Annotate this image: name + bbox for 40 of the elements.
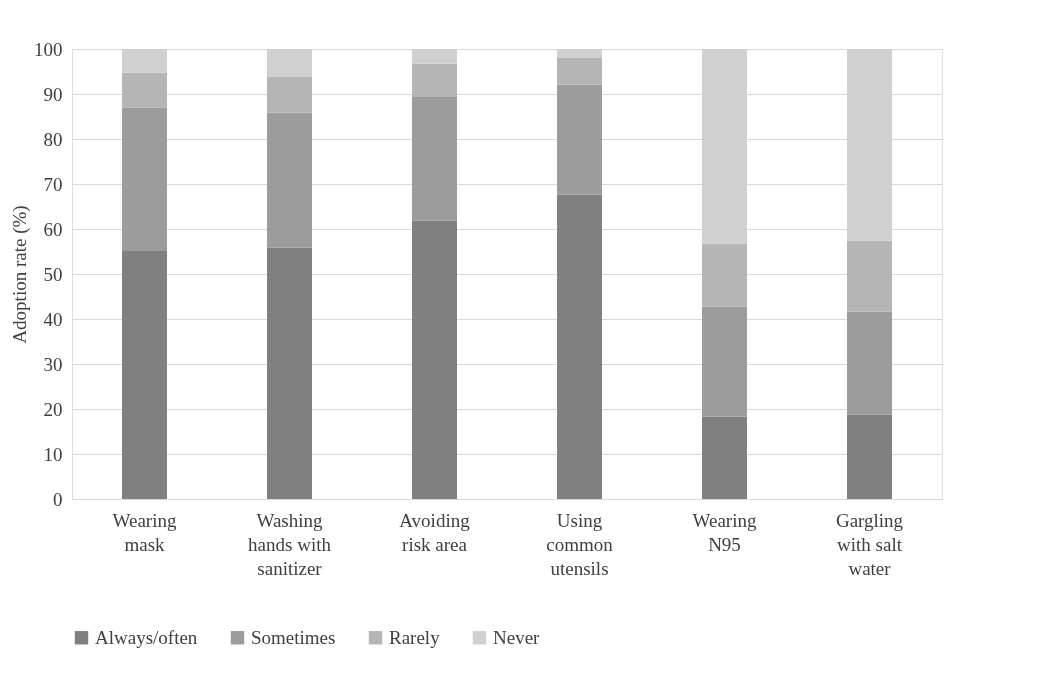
bar [702,243,747,307]
bar [412,220,457,499]
y-tick-label: 90 [43,83,63,105]
y-axis-title: Adoption rate (%) [9,205,31,344]
x-tick-label: Wearing mask [112,509,177,555]
y-tick-label: 100 [34,38,63,60]
y-tick-label: 60 [43,218,63,240]
legend-label: Rarely [389,626,441,648]
x-tick-label: Avoiding risk area [399,509,471,555]
bar [557,84,602,195]
bar [267,247,312,499]
bar [122,107,167,252]
x-tick-label: Wearing N95 [692,509,757,555]
bar [412,63,457,97]
bar [557,194,602,499]
bar [557,58,602,85]
bar [412,96,457,221]
bar [847,311,892,415]
y-tick-label: 10 [43,443,63,465]
bar [122,72,167,108]
legend-label: Never [493,626,541,648]
bar [702,306,747,417]
y-tick-label: 80 [43,128,63,150]
legend-label: Sometimes [251,626,336,648]
x-tick-label: Gargling with salt water [835,509,904,579]
legend-label: Always/often [95,626,198,648]
y-tick-label: 50 [43,263,63,285]
y-tick-label: 0 [53,488,63,510]
bar [267,76,312,113]
x-tick-label: Using common utensils [546,509,614,579]
bar [267,112,312,248]
y-tick-label: 40 [43,308,63,330]
y-tick-label: 20 [43,398,63,420]
y-tick-label: 70 [43,173,63,195]
bar [702,416,747,499]
bar [847,414,892,499]
x-tick-label: Washing hands with sanitizer [248,509,332,579]
bar [122,251,167,499]
bar [847,240,892,312]
y-tick-label: 30 [43,353,63,375]
